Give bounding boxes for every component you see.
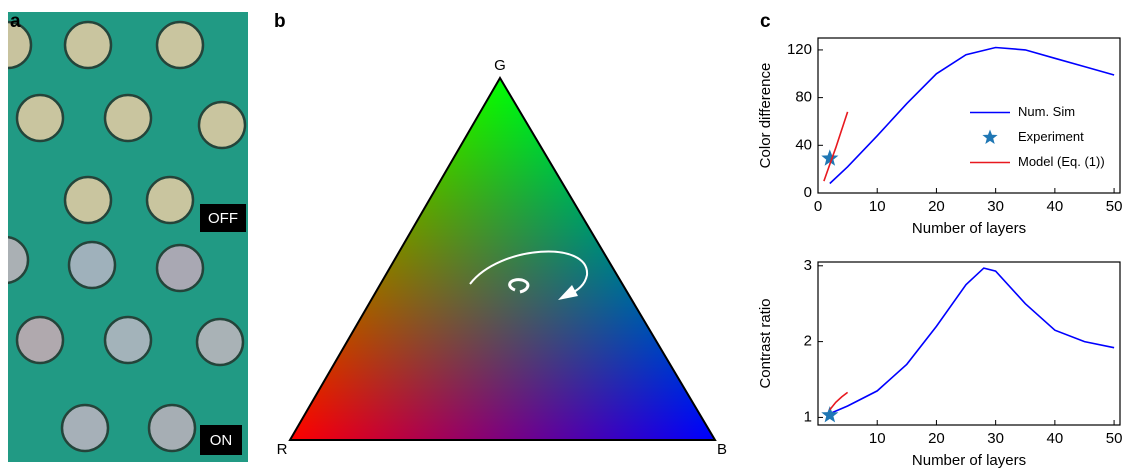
y-tick-label: 1 bbox=[804, 408, 812, 425]
legend-label: Model (Eq. (1)) bbox=[1018, 154, 1105, 169]
x-tick-label: 50 bbox=[1106, 198, 1123, 215]
x-tick-label: 40 bbox=[1047, 198, 1064, 215]
panel-label: b bbox=[274, 11, 286, 32]
micrograph bbox=[8, 12, 248, 462]
plot-frame bbox=[817, 261, 1121, 426]
trajectory-arrow bbox=[469, 250, 589, 295]
x-tick-label: 10 bbox=[869, 198, 886, 215]
vertex-label: G bbox=[494, 57, 506, 74]
data-line bbox=[829, 391, 849, 411]
y-tick-label: 0 bbox=[804, 184, 812, 201]
arrow-head bbox=[558, 285, 578, 300]
legend-marker bbox=[982, 129, 998, 144]
trajectory bbox=[508, 278, 530, 294]
color-triangle bbox=[288, 76, 717, 441]
x-tick-label: 40 bbox=[1047, 430, 1064, 447]
x-tick-label: 20 bbox=[928, 430, 945, 447]
image-label: OFF bbox=[208, 210, 238, 227]
y-tick-label: 40 bbox=[795, 136, 812, 153]
panel-label: a bbox=[10, 11, 21, 32]
x-axis-label: Number of layers bbox=[912, 452, 1026, 469]
y-axis-label: Color difference bbox=[757, 63, 774, 169]
data-point bbox=[821, 406, 839, 423]
label-box bbox=[200, 425, 242, 455]
x-tick-label: 20 bbox=[928, 198, 945, 215]
plot-frame bbox=[817, 37, 1121, 194]
y-tick-label: 2 bbox=[804, 333, 812, 350]
image-label: ON bbox=[210, 432, 233, 449]
x-tick-label: 30 bbox=[987, 198, 1004, 215]
data-line bbox=[823, 111, 849, 182]
label-box bbox=[200, 204, 246, 232]
panel-label: c bbox=[760, 11, 771, 32]
vertex-label: B bbox=[717, 441, 727, 458]
data-line bbox=[829, 267, 1115, 415]
x-tick-label: 30 bbox=[987, 430, 1004, 447]
x-axis-label: Number of layers bbox=[912, 220, 1026, 237]
data-point bbox=[821, 149, 839, 166]
x-tick-label: 50 bbox=[1106, 430, 1123, 447]
y-tick-label: 120 bbox=[787, 41, 812, 58]
x-tick-label: 10 bbox=[869, 430, 886, 447]
y-tick-label: 3 bbox=[804, 257, 812, 274]
legend-label: Experiment bbox=[1018, 129, 1084, 144]
vertex-label: R bbox=[277, 441, 288, 458]
y-tick-label: 80 bbox=[795, 89, 812, 106]
x-tick-label: 0 bbox=[814, 198, 822, 215]
y-axis-label: Contrast ratio bbox=[757, 298, 774, 388]
data-line bbox=[829, 46, 1115, 185]
legend-label: Num. Sim bbox=[1018, 104, 1075, 119]
